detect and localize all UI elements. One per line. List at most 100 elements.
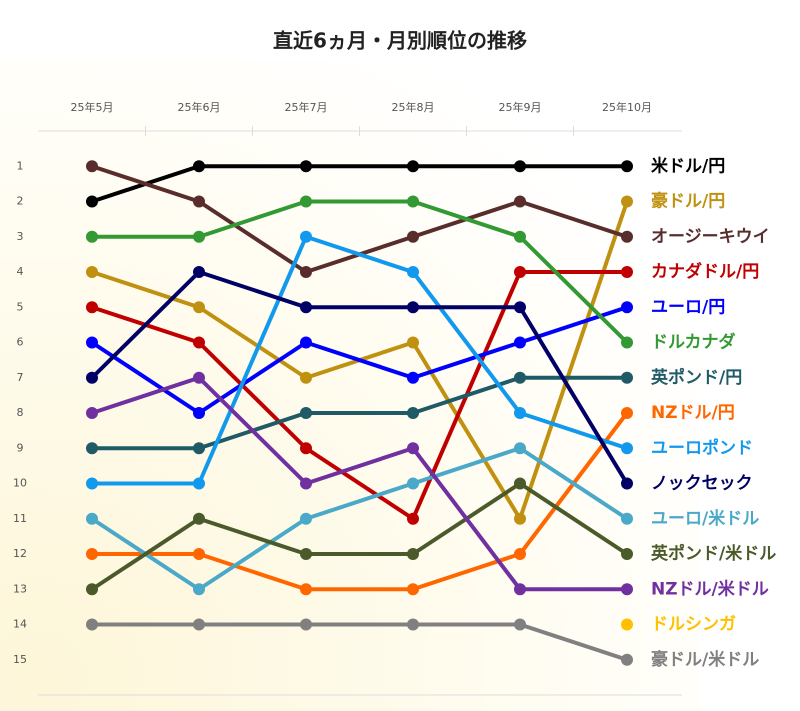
y-tick-label: 3 xyxy=(17,230,24,243)
point xyxy=(621,336,633,349)
series-line xyxy=(91,375,627,592)
series-line xyxy=(92,622,628,662)
point xyxy=(407,195,419,208)
point xyxy=(193,230,205,243)
series-line xyxy=(92,199,629,344)
point xyxy=(407,548,419,560)
point xyxy=(621,266,633,278)
point xyxy=(86,160,98,173)
legend-label: オージーキウイ xyxy=(651,227,770,247)
point xyxy=(86,195,98,208)
point xyxy=(86,477,98,490)
legend-label: 英ポンド/円 xyxy=(651,367,742,388)
point xyxy=(514,548,526,560)
point xyxy=(193,371,205,384)
point xyxy=(514,230,526,243)
x-tick-label: 25年7月 xyxy=(285,100,328,114)
legend-label: カナダドル/円 xyxy=(651,261,759,282)
y-tick-label: 12 xyxy=(13,547,27,560)
point xyxy=(407,301,419,314)
legend-label: 米ドル/円 xyxy=(651,155,725,176)
point xyxy=(193,301,205,314)
point xyxy=(407,618,419,631)
series-line xyxy=(90,446,629,592)
y-tick-label: 5 xyxy=(17,300,24,313)
y-tick-label: 4 xyxy=(17,265,24,278)
point xyxy=(193,618,205,631)
point xyxy=(193,442,205,455)
y-tick-label: 11 xyxy=(13,512,27,525)
point xyxy=(407,336,419,349)
point xyxy=(621,653,633,666)
point xyxy=(86,230,98,243)
legend-label: ユーロ/米ドル xyxy=(651,508,759,529)
point xyxy=(300,407,312,419)
point xyxy=(407,266,419,278)
legend-label: ドルカナダ xyxy=(651,332,736,353)
point xyxy=(621,442,633,455)
legend-label: NZドル/米ドル xyxy=(651,578,769,599)
point xyxy=(300,512,312,525)
point xyxy=(86,371,98,384)
legend-label: NZドル/円 xyxy=(651,403,735,423)
point xyxy=(86,266,98,278)
point xyxy=(514,266,526,278)
series-line xyxy=(91,164,627,204)
point xyxy=(407,160,419,173)
point xyxy=(193,266,205,278)
point xyxy=(300,477,312,490)
chart-title: 直近6ヵ月・月別順位の推移 xyxy=(273,29,527,53)
legend-label: 豪ドル/米ドル xyxy=(651,649,759,670)
point xyxy=(621,230,633,243)
point xyxy=(621,160,633,173)
x-tick-label: 25年9月 xyxy=(499,100,542,114)
point xyxy=(621,618,633,631)
legend-label: ユーロ/円 xyxy=(651,297,725,317)
point xyxy=(193,160,205,173)
y-tick-label: 2 xyxy=(17,195,24,208)
point xyxy=(407,442,419,455)
point xyxy=(193,477,205,490)
point xyxy=(86,442,98,455)
point xyxy=(514,477,526,490)
y-tick-label: 6 xyxy=(17,336,24,349)
point xyxy=(514,336,526,349)
legend-label: ドルシンガ xyxy=(651,615,736,635)
point xyxy=(514,442,526,455)
x-tick-label: 25年10月 xyxy=(602,100,652,114)
point xyxy=(621,477,633,490)
point xyxy=(300,618,312,631)
series-line xyxy=(91,270,627,521)
point xyxy=(86,548,98,560)
point xyxy=(407,512,419,525)
point xyxy=(514,301,526,314)
legend-label: ユーロポンド xyxy=(651,437,753,458)
series-line xyxy=(90,270,629,485)
point xyxy=(407,407,419,419)
legend-label: 豪ドル/円 xyxy=(651,191,725,212)
background xyxy=(0,60,700,711)
point xyxy=(407,371,419,384)
point xyxy=(300,301,312,314)
point xyxy=(86,407,98,419)
legend-label: ノックセック xyxy=(651,474,753,494)
point xyxy=(514,371,526,384)
series-line xyxy=(92,375,627,451)
point xyxy=(300,548,312,560)
series-line xyxy=(92,234,628,486)
point xyxy=(407,230,419,243)
legend-label: 英ポンド/米ドル xyxy=(651,543,776,564)
y-tick-label: 1 xyxy=(17,159,24,172)
x-tick-label: 25年5月 xyxy=(71,100,114,114)
point xyxy=(621,371,633,384)
series-line xyxy=(92,411,629,592)
point xyxy=(407,477,419,490)
point xyxy=(193,407,205,419)
point xyxy=(300,160,312,173)
point xyxy=(193,512,205,525)
point xyxy=(621,301,633,314)
point xyxy=(621,512,633,525)
point xyxy=(300,442,312,455)
point xyxy=(300,195,312,208)
